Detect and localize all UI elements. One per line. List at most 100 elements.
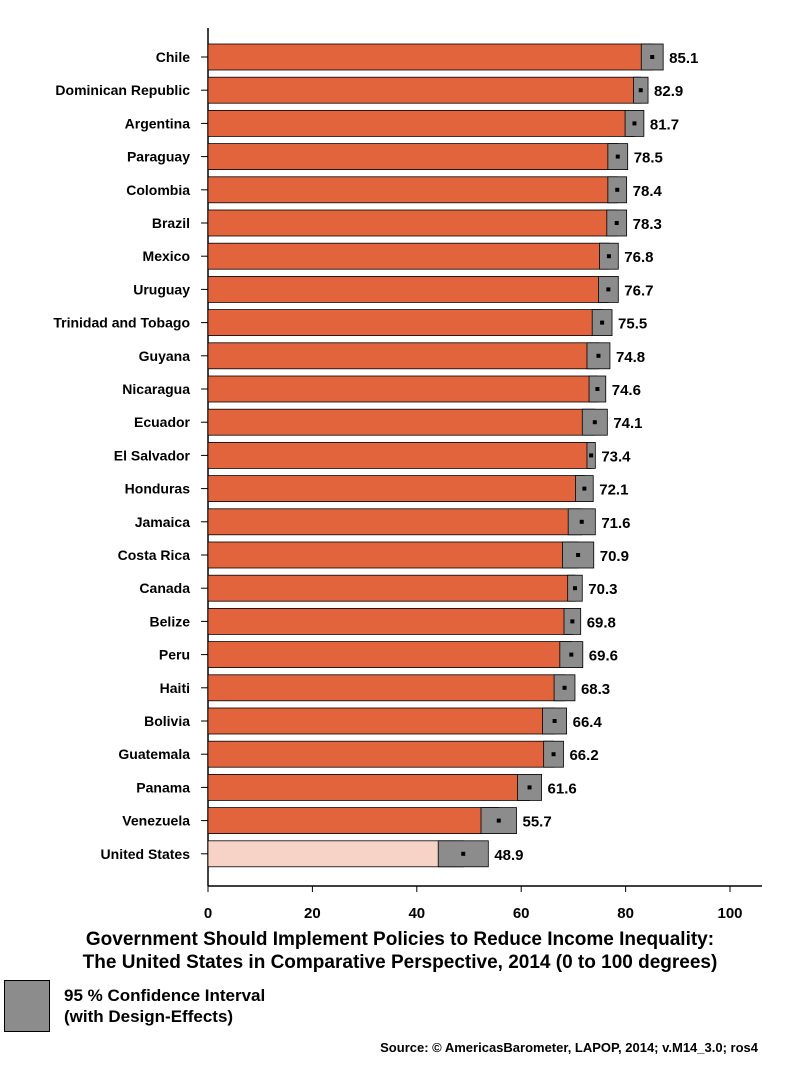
x-tick-label-40: 40 — [408, 905, 425, 922]
category-label-honduras: Honduras — [125, 481, 191, 497]
value-label-trinidad-and-tobago: 75.5 — [618, 316, 647, 333]
bar-honduras — [207, 475, 585, 503]
bar-nicaragua — [207, 375, 598, 403]
mean-marker-brazil — [614, 221, 619, 225]
category-label-canada: Canada — [139, 580, 190, 596]
value-label-dominican-republic: 82.9 — [654, 83, 683, 100]
mean-marker-colombia — [615, 187, 620, 192]
bar-el-salvador — [207, 441, 592, 469]
value-label-united-states: 48.9 — [494, 847, 523, 864]
value-label-uruguay: 76.7 — [624, 282, 653, 299]
bar-haiti — [207, 674, 565, 702]
bar-united-states — [207, 840, 464, 868]
ci-box-venezuela — [480, 807, 517, 834]
bar-dominican-republic — [207, 76, 642, 104]
category-label-guatemala: Guatemala — [118, 746, 190, 762]
bar-canada — [207, 574, 576, 602]
x-tick-label-100: 100 — [717, 905, 742, 922]
value-label-brazil: 78.3 — [633, 216, 662, 233]
chart-title: Government Should Implement Policies to … — [0, 928, 800, 974]
category-label-costa-rica: Costa Rica — [118, 547, 191, 563]
value-label-guyana: 74.8 — [616, 349, 645, 366]
bar-uruguay — [207, 275, 609, 303]
value-label-bolivia: 66.4 — [573, 714, 603, 731]
bar-mexico — [207, 242, 610, 270]
category-label-argentina: Argentina — [125, 115, 191, 131]
mean-marker-panama — [527, 785, 532, 790]
category-label-venezuela: Venezuela — [122, 813, 190, 829]
legend-label: 95 % Confidence Interval (with Design-Ef… — [64, 985, 265, 1027]
value-label-guatemala: 66.2 — [569, 747, 598, 764]
value-label-venezuela: 55.7 — [523, 814, 552, 831]
category-label-bolivia: Bolivia — [144, 713, 190, 729]
mean-marker-bolivia — [552, 719, 557, 723]
bar-venezuela — [207, 807, 500, 834]
value-label-el-salvador: 73.4 — [601, 448, 631, 465]
bar-bolivia — [207, 707, 556, 735]
value-label-honduras: 72.1 — [599, 482, 628, 499]
bar-peru — [207, 641, 572, 668]
bar-trinidad-and-tobago — [207, 309, 603, 337]
bar-guatemala — [207, 740, 554, 768]
value-label-colombia: 78.4 — [633, 183, 663, 200]
mean-marker-mexico — [606, 254, 611, 259]
value-label-jamaica: 71.6 — [601, 515, 630, 532]
bar-brazil — [207, 209, 618, 237]
category-label-jamaica: Jamaica — [135, 514, 190, 530]
category-label-belize: Belize — [150, 613, 191, 629]
mean-marker-nicaragua — [595, 387, 600, 391]
mean-marker-chile — [650, 55, 655, 59]
mean-marker-dominican-republic — [638, 88, 643, 93]
category-label-haiti: Haiti — [160, 680, 190, 696]
bar-chile — [207, 43, 653, 71]
mean-marker-ecuador — [592, 420, 597, 425]
value-label-peru: 69.6 — [589, 648, 618, 665]
chart-title-line-2: The United States in Comparative Perspec… — [82, 952, 718, 973]
category-label-paraguay: Paraguay — [127, 149, 190, 165]
mean-marker-paraguay — [615, 154, 620, 159]
category-label-peru: Peru — [159, 647, 190, 663]
value-label-costa-rica: 70.9 — [600, 548, 629, 565]
bar-belize — [207, 608, 573, 635]
x-tick-label-60: 60 — [513, 905, 530, 922]
value-label-haiti: 68.3 — [581, 681, 610, 698]
category-label-united-states: United States — [101, 846, 191, 862]
category-label-el-salvador: El Salvador — [114, 447, 191, 463]
bar-colombia — [207, 176, 618, 204]
mean-marker-canada — [572, 586, 577, 591]
mean-marker-peru — [569, 652, 574, 657]
chart-title-line-1: Government Should Implement Policies to … — [85, 929, 715, 950]
category-label-guyana: Guyana — [139, 348, 191, 364]
category-label-panama: Panama — [136, 779, 190, 795]
category-label-chile: Chile — [156, 49, 190, 65]
value-label-paraguay: 78.5 — [634, 150, 663, 167]
value-label-panama: 61.6 — [548, 780, 577, 797]
mean-marker-costa-rica — [576, 553, 581, 557]
bar-guyana — [207, 342, 599, 370]
x-tick-label-80: 80 — [617, 905, 634, 922]
source-note: Source: © AmericasBarometer, LAPOP, 2014… — [380, 1040, 758, 1055]
value-label-belize: 69.8 — [587, 614, 616, 631]
bar-chart: Chile 85.1 Dominican Republic 82.9 Argentina… — [53, 28, 762, 922]
mean-marker-venezuela — [496, 818, 501, 823]
legend: 95 % Confidence Interval (with Design-Ef… — [4, 980, 265, 1032]
mean-marker-honduras — [582, 486, 587, 491]
bar-argentina — [207, 110, 635, 137]
mean-marker-guyana — [596, 353, 601, 358]
bar-paraguay — [207, 143, 619, 171]
value-label-ecuador: 74.1 — [613, 415, 642, 432]
value-label-nicaragua: 74.6 — [612, 382, 641, 399]
mean-marker-uruguay — [606, 287, 611, 292]
category-label-nicaragua: Nicaragua — [122, 381, 190, 397]
value-label-canada: 70.3 — [588, 581, 617, 598]
value-label-mexico: 76.8 — [624, 249, 653, 266]
category-label-uruguay: Uruguay — [133, 281, 190, 297]
category-label-brazil: Brazil — [152, 215, 190, 231]
value-label-chile: 85.1 — [669, 50, 698, 67]
mean-marker-trinidad-and-tobago — [600, 320, 605, 325]
bar-jamaica — [207, 508, 583, 536]
legend-label-line-2: (with Design-Effects) — [64, 1007, 234, 1026]
value-label-argentina: 81.7 — [650, 116, 679, 133]
legend-label-line-1: 95 % Confidence Interval — [64, 986, 266, 1005]
category-label-dominican-republic: Dominican Republic — [55, 82, 190, 98]
